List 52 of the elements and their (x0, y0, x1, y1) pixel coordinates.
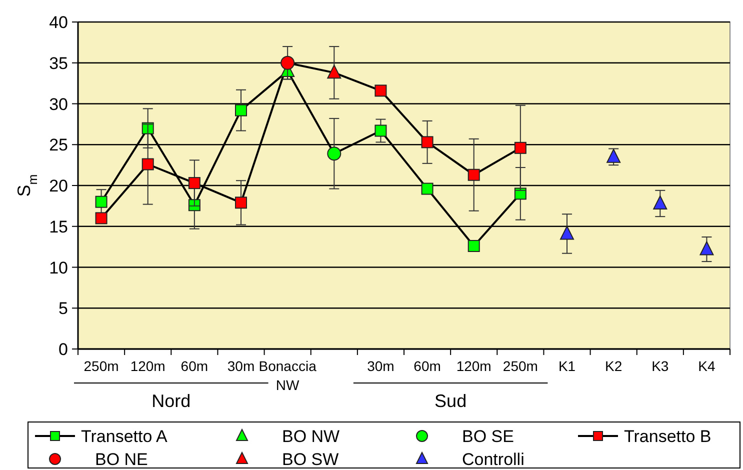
legend-label: BO SE (462, 427, 514, 446)
x-tick-label: K2 (605, 358, 622, 374)
point (235, 104, 247, 116)
point (421, 136, 434, 148)
point (95, 212, 108, 224)
y-tick-label: 5 (58, 299, 68, 318)
point (280, 56, 295, 70)
y-tick-label: 20 (49, 176, 68, 196)
x-tick-label: 250m (84, 358, 119, 374)
point (468, 168, 480, 181)
x-tick-label: 60m (180, 358, 208, 374)
legend-label: Transetto B (624, 427, 712, 446)
legend-label: BO NE (95, 450, 148, 469)
y-tick-label: 35 (49, 54, 68, 73)
y-tick-label: 10 (49, 258, 68, 278)
legend-label: Transetto A (81, 427, 168, 446)
point (421, 182, 434, 195)
legend-label: BO SW (282, 450, 339, 469)
x-tick-label: K1 (558, 358, 576, 374)
x-tick-label: 30m (227, 358, 255, 374)
point (700, 241, 714, 256)
y-tick-label: 30 (49, 94, 68, 114)
point (653, 195, 668, 210)
point (235, 196, 247, 209)
x-tick-label: 120m (130, 358, 166, 374)
x-tick-label: 120m (456, 358, 492, 374)
point (514, 142, 526, 154)
point (374, 84, 387, 97)
x-tick-label: Bonaccia NW (258, 358, 317, 393)
legend-label: BO NW (282, 427, 340, 446)
x-tick-label: 250m (502, 358, 538, 374)
y-tick-label: 25 (49, 136, 68, 155)
y-tick-label: 0 (58, 340, 68, 359)
point (374, 124, 387, 137)
point (188, 177, 200, 190)
point (606, 148, 621, 163)
point (327, 146, 342, 161)
point (142, 158, 154, 170)
text: Nord (152, 391, 191, 411)
x-tick-label: K3 (652, 358, 669, 374)
x-tick-label: K4 (698, 358, 716, 374)
x-tick-label: 60m (414, 358, 441, 374)
point (560, 226, 574, 240)
y-tick-label: 40 (49, 13, 68, 32)
legend-label: Controlli (462, 450, 524, 469)
point (327, 64, 342, 79)
x-tick-label: 30m (367, 358, 394, 374)
y-tick-label: 15 (49, 217, 68, 236)
text: Sud (434, 391, 467, 411)
point (514, 188, 526, 200)
point (468, 240, 480, 252)
point (95, 196, 108, 208)
